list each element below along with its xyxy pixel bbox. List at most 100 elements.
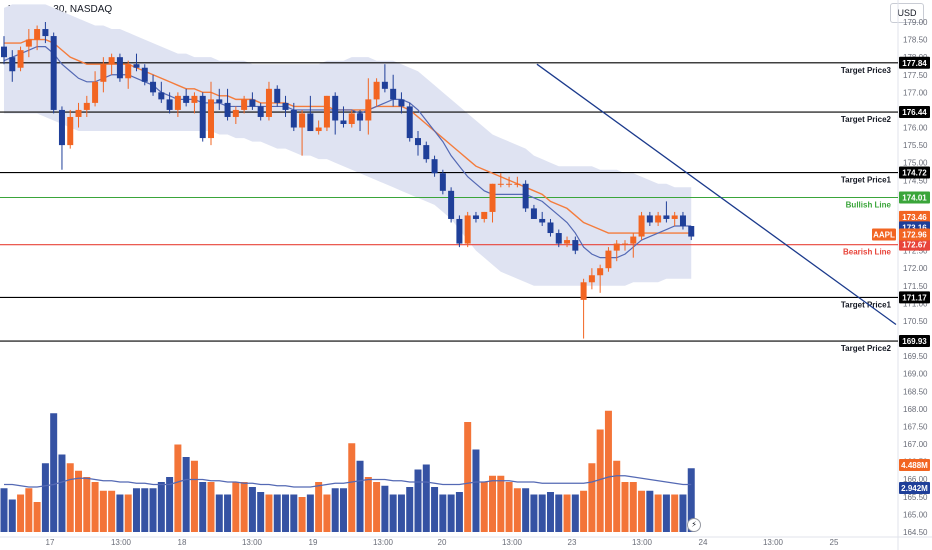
candle-body <box>17 50 24 68</box>
volume-bar <box>654 494 662 532</box>
candle <box>1 36 7 65</box>
chart-title: Apple Inc, 30, NASDAQ <box>6 4 113 15</box>
volume-bar <box>315 482 323 532</box>
volume-bar <box>621 482 629 532</box>
candle-body <box>514 183 521 185</box>
volume-bar <box>306 494 314 532</box>
candle-body <box>25 39 32 47</box>
volume-bar <box>414 469 422 532</box>
volume-bar <box>604 410 612 532</box>
candle <box>365 78 372 135</box>
volume-bar <box>364 477 372 532</box>
candle <box>613 240 620 262</box>
volume-bar <box>629 482 637 532</box>
candle <box>108 53 115 75</box>
candle-body <box>597 268 604 276</box>
x-tick-label: 20 <box>438 538 447 547</box>
candle-body <box>42 29 49 37</box>
volume-bar <box>99 490 107 532</box>
candle <box>191 92 198 114</box>
y-tick-label: 168.50 <box>903 387 928 396</box>
candle-body <box>174 95 181 110</box>
volume-bar <box>257 492 265 532</box>
candle-body <box>406 106 413 139</box>
volume-bar <box>348 443 356 532</box>
level-price-tag <box>899 56 930 69</box>
level-price-tag-text: 177.84 <box>902 59 927 68</box>
candle-body <box>108 57 115 65</box>
candle-body <box>679 215 686 226</box>
volume-bar <box>149 488 157 532</box>
candle-body <box>630 236 637 244</box>
candle <box>605 247 612 272</box>
candle-body <box>655 215 662 223</box>
candle <box>42 22 49 44</box>
volume-bar <box>58 454 66 532</box>
candle-body <box>522 183 529 209</box>
candle-body <box>34 29 41 40</box>
level-label: Target Price3 <box>841 66 892 75</box>
candle <box>423 141 430 163</box>
candle-body <box>381 81 388 89</box>
candle-body <box>100 64 107 82</box>
level-price-tag <box>899 191 930 204</box>
candle-body <box>116 57 123 79</box>
y-tick-label: 171.00 <box>903 299 928 308</box>
x-tick-label: 13:00 <box>502 538 523 547</box>
y-tick-label: 167.00 <box>903 440 928 449</box>
candle-body <box>572 240 579 251</box>
candle-body <box>373 81 380 100</box>
candle <box>133 53 140 72</box>
volume-bar <box>530 494 538 532</box>
y-tick-label: 179.00 <box>903 18 928 27</box>
level-price-tag-text: 169.93 <box>902 337 927 346</box>
candle <box>431 155 438 177</box>
candle <box>572 236 579 255</box>
price-tag-text: 172.96 <box>902 230 927 239</box>
candle <box>241 95 248 114</box>
level-price-tag <box>899 106 930 119</box>
level-price-tag <box>899 166 930 179</box>
volume-bar <box>373 482 381 532</box>
volume-bar <box>166 477 174 532</box>
volume-bar <box>497 475 505 532</box>
candle-body <box>232 109 239 117</box>
candle-body <box>265 88 272 117</box>
candle-body <box>58 109 65 146</box>
y-tick-label: 177.00 <box>903 88 928 97</box>
volume-bar <box>538 494 546 532</box>
volume-bar <box>273 494 281 532</box>
volume-bar <box>0 488 8 532</box>
volume-bar <box>182 457 190 532</box>
level-price-tag <box>899 291 930 304</box>
candle <box>307 95 314 132</box>
candle-body <box>357 113 364 121</box>
level-price-tag-text: 174.01 <box>902 194 927 203</box>
candle <box>646 211 653 226</box>
x-tick-label: 25 <box>830 538 839 547</box>
volume-bar <box>17 494 25 532</box>
volume-bar <box>8 499 16 532</box>
candle <box>481 211 488 223</box>
candle-body <box>299 113 306 128</box>
candle-body <box>241 99 248 110</box>
volume-bar <box>282 494 290 532</box>
candle-body <box>348 113 355 124</box>
y-tick-label: 170.50 <box>903 317 928 326</box>
lightning-icon[interactable]: ⚡ <box>687 518 701 532</box>
candle <box>150 74 157 96</box>
volume-bar <box>157 482 165 532</box>
candle <box>415 131 421 156</box>
candle-body <box>622 243 628 245</box>
volume-bar <box>124 494 132 532</box>
candle <box>17 46 24 72</box>
candle <box>638 211 645 241</box>
candle-body <box>282 102 289 110</box>
price-tag <box>899 210 930 223</box>
y-tick-label: 169.50 <box>903 352 928 361</box>
volume-bar <box>141 488 149 532</box>
candle <box>299 109 306 156</box>
candle-body <box>539 218 546 223</box>
candle <box>373 78 380 107</box>
